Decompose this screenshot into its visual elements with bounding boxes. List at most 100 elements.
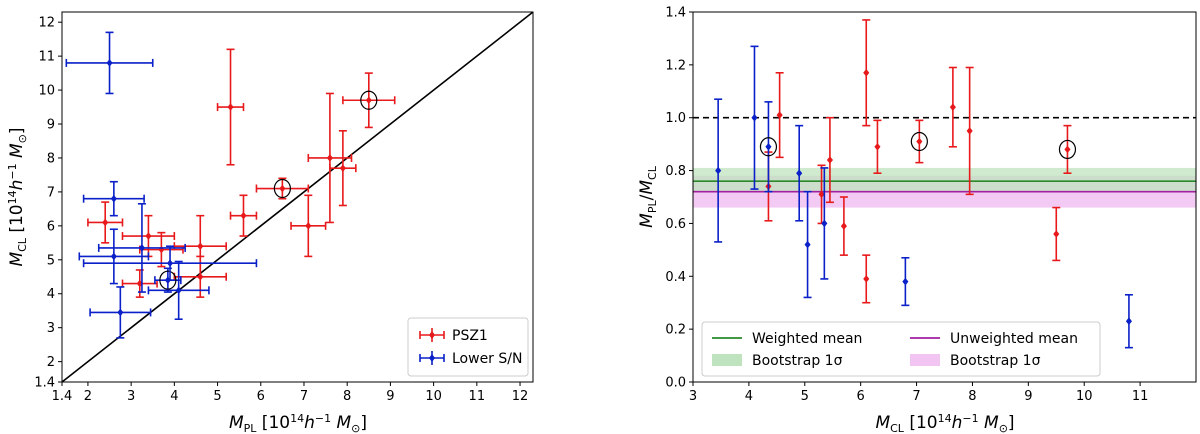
left-xtick-label-6: 7 — [300, 389, 308, 404]
right-s1-point-1 — [750, 45, 759, 190]
right-s0-point-6 — [862, 254, 871, 304]
right-s0-point-7 — [873, 119, 882, 175]
right-xtick-label-0: 3 — [689, 389, 697, 404]
left-s1-marker-4 — [138, 244, 145, 252]
left-xtick-label-7: 8 — [343, 389, 351, 404]
right-s0-marker-4 — [840, 222, 847, 230]
right-ytick-label-3: 0.6 — [665, 217, 686, 232]
left-s1-point-2 — [78, 228, 150, 285]
right-s0-point-4 — [839, 196, 848, 256]
left-x-axis-label: MPL [1014h−1 M⊙] — [229, 412, 367, 434]
left-s0-marker-12 — [365, 96, 372, 105]
right-s0-point-12 — [1058, 124, 1077, 175]
left-s1-point-3 — [89, 286, 152, 339]
right-s0-marker-3 — [826, 156, 833, 164]
right-xtick-label-3: 6 — [857, 389, 865, 404]
left-s1-circle-5 — [159, 270, 177, 290]
left-s0-marker-7 — [240, 211, 247, 220]
right-s0-marker-11 — [1053, 230, 1060, 238]
left-legend-box — [407, 317, 529, 377]
left-s0-marker-9 — [305, 222, 312, 230]
one-to-one-line — [62, 12, 533, 382]
right-s0-point-2 — [817, 164, 826, 225]
right-s1-point-2 — [759, 101, 778, 193]
right-s0-marker-2 — [818, 190, 825, 199]
left-s0-marker-5 — [197, 272, 204, 281]
left-ytick-label-6: 7 — [47, 185, 55, 200]
left-xtick-label-10: 11 — [469, 389, 486, 404]
right-s1-circle-2 — [759, 137, 778, 157]
right-s1-point-0 — [714, 98, 723, 243]
left-s1-marker-6 — [166, 259, 174, 267]
right-plot-area: 3 4 5 6 7 8 9 10 11 0.0 0.2 0.4 0.6 0.8 1.0 1.2 1.4 Weigh… — [665, 6, 1197, 404]
left-s1-marker-2 — [110, 252, 117, 261]
left-legend: PSZ1 Lower S/N — [407, 317, 529, 377]
left-xtick-label-4: 5 — [213, 389, 221, 404]
left-xtick-label-11: 12 — [512, 389, 529, 404]
left-panel: 1.4 2 3 4 5 6 7 8 9 10 11 12 1.4 2 3 4 5 6 7 8 9 10 11 12 PSZ1 Lo… — [6, 11, 534, 434]
left-xtick-label-8: 9 — [386, 389, 394, 404]
right-legend-swatch-3 — [910, 354, 940, 366]
left-ytick-label-5: 6 — [47, 219, 55, 234]
left-s0-marker-2 — [145, 232, 152, 240]
left-s0-marker-10 — [326, 154, 333, 162]
right-s1-marker-7 — [1125, 317, 1132, 326]
left-ytick-label-9: 10 — [38, 84, 55, 99]
right-s1-point-3 — [795, 124, 804, 222]
left-legend-marker-0 — [429, 331, 435, 339]
right-xtick-label-2: 5 — [801, 389, 809, 404]
right-s1-marker-0 — [715, 166, 722, 175]
right-legend-label-1: Unweighted mean — [950, 331, 1078, 347]
left-ytick-label-4: 5 — [47, 253, 55, 268]
left-s0-point-1 — [121, 269, 158, 298]
left-ytick-label-11: 12 — [38, 16, 55, 31]
left-s0-marker-11 — [339, 164, 346, 172]
left-s0-point-12 — [342, 72, 396, 129]
left-legend-label-0: PSZ1 — [452, 328, 488, 344]
left-xtick-label-2: 3 — [127, 389, 135, 404]
right-ytick-label-6: 1.2 — [665, 58, 686, 73]
left-data-layer — [62, 12, 533, 382]
left-ytick-label-2: 3 — [47, 321, 55, 336]
left-s0-point-10 — [307, 92, 353, 224]
right-legend-label-3: Bootstrap 1σ — [950, 353, 1041, 369]
left-s0-point-7 — [229, 194, 258, 237]
left-ytick-label-3: 4 — [47, 287, 55, 302]
right-s0-marker-5 — [863, 68, 870, 77]
right-s1-point-6 — [901, 256, 910, 307]
right-s1-marker-5 — [821, 219, 828, 228]
right-s1-marker-2 — [765, 142, 772, 151]
right-s0-marker-8 — [916, 137, 923, 146]
left-s1-point-1 — [82, 180, 145, 217]
right-s1-point-5 — [820, 167, 829, 280]
right-xtick-label-4: 7 — [912, 389, 920, 404]
left-ytick-label-0: 1.4 — [34, 376, 55, 391]
right-legend-swatch-2 — [712, 354, 742, 366]
right-s0-marker-12 — [1064, 145, 1071, 154]
left-xtick-label-3: 4 — [170, 389, 178, 404]
left-y-axis-label: MCL [1014h−1 M⊙] — [6, 127, 29, 266]
left-xtick-label-9: 10 — [425, 389, 442, 404]
right-xtick-label-8: 11 — [1132, 389, 1149, 404]
right-s0-marker-10 — [966, 127, 973, 135]
right-xtick-label-1: 4 — [745, 389, 753, 404]
left-s0-marker-6 — [227, 103, 234, 111]
right-ytick-label-5: 1.0 — [665, 111, 686, 126]
right-xtick-label-6: 9 — [1024, 389, 1032, 404]
right-s0-point-3 — [825, 116, 834, 204]
right-s1-marker-6 — [902, 277, 909, 286]
right-ytick-label-2: 0.4 — [665, 270, 686, 285]
left-xtick-label-5: 6 — [257, 389, 265, 404]
right-s0-marker-7 — [874, 142, 881, 151]
left-s0-marker-8 — [279, 184, 286, 193]
right-s0-point-8 — [910, 119, 928, 164]
left-s0-point-0 — [87, 201, 124, 244]
right-s0-marker-1 — [776, 111, 783, 119]
right-s0-marker-9 — [949, 103, 956, 111]
left-ytick-label-7: 8 — [47, 151, 55, 166]
right-xtick-label-5: 8 — [968, 389, 976, 404]
left-ytick-label-8: 9 — [47, 118, 55, 133]
right-s1-marker-3 — [796, 169, 803, 178]
left-s1-marker-7 — [175, 286, 182, 295]
